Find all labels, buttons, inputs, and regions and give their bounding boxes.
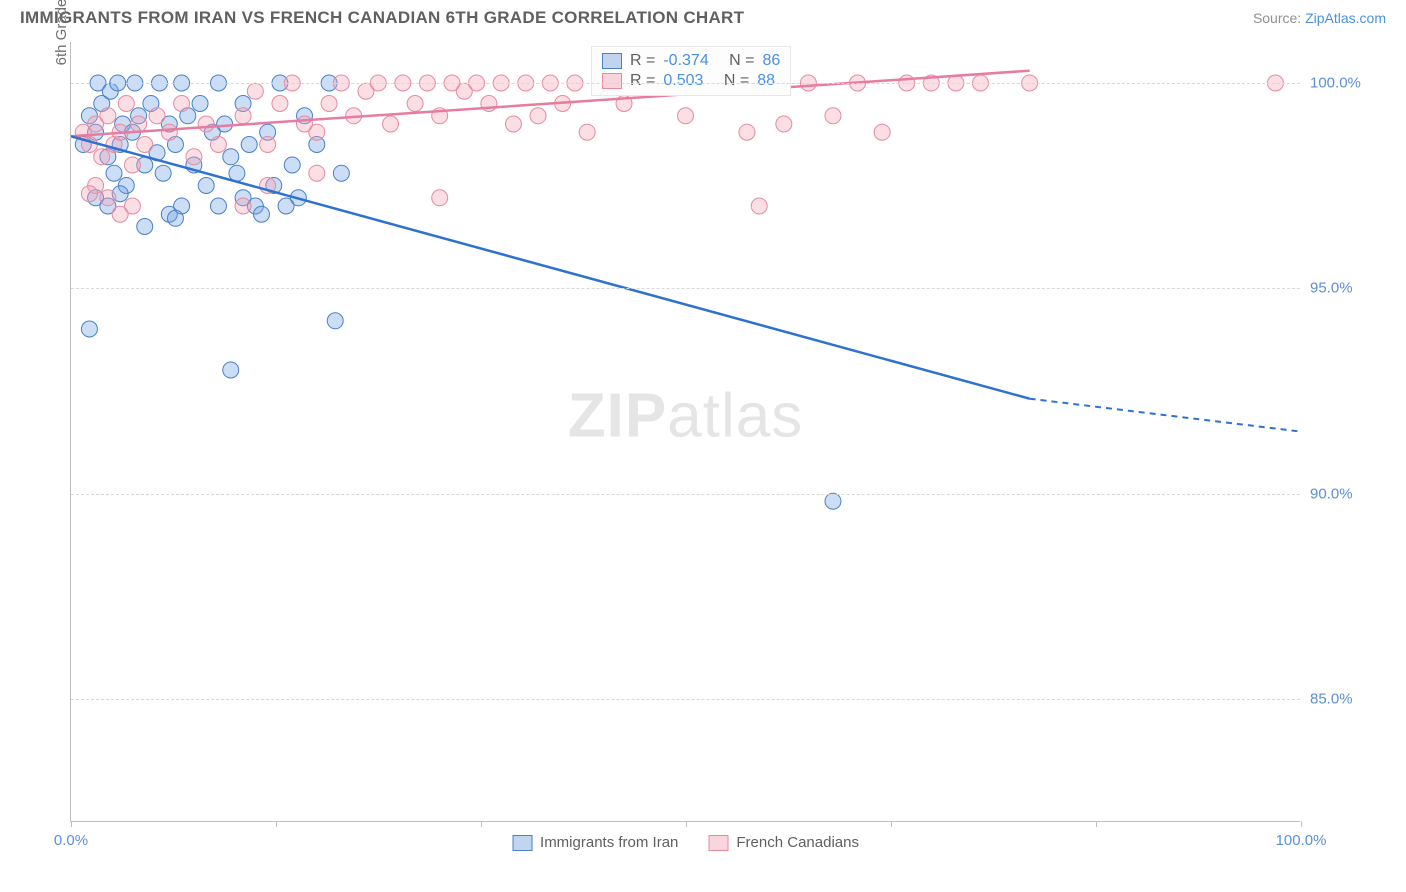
ytick-label: 85.0%	[1310, 690, 1385, 707]
xtick	[686, 821, 687, 827]
correlation-legend: R = -0.374 N = 86 R = 0.503 N = 88	[591, 46, 791, 96]
plot-area: ZIPatlas R = -0.374 N = 86 R = 0.503 N =…	[70, 42, 1300, 822]
r-value-pink: 0.503	[663, 72, 703, 90]
scatter-svg	[71, 42, 1300, 821]
legend-row-pink: R = 0.503 N = 88	[602, 71, 780, 91]
xtick-label: 100.0%	[1276, 832, 1327, 849]
swatch-pink-icon	[602, 73, 622, 89]
n-value-pink: 88	[757, 72, 775, 90]
r-value-blue: -0.374	[663, 52, 708, 70]
ytick-label: 90.0%	[1310, 485, 1385, 502]
gridline	[71, 83, 1300, 84]
xtick-label: 0.0%	[54, 832, 88, 849]
xtick	[1096, 821, 1097, 827]
series-legend: Immigrants from Iran French Canadians	[512, 834, 859, 851]
ytick-label: 95.0%	[1310, 280, 1385, 297]
header: IMMIGRANTS FROM IRAN VS FRENCH CANADIAN …	[0, 0, 1406, 32]
xtick	[276, 821, 277, 827]
legend-item-pink: French Canadians	[708, 834, 859, 851]
gridline	[71, 494, 1300, 495]
legend-row-blue: R = -0.374 N = 86	[602, 51, 780, 71]
y-axis-label: 6th Grade	[53, 0, 70, 65]
source-attribution: Source: ZipAtlas.com	[1253, 10, 1386, 26]
xtick	[1301, 821, 1302, 827]
swatch-blue-icon	[512, 835, 532, 851]
gridline	[71, 288, 1300, 289]
source-link[interactable]: ZipAtlas.com	[1305, 10, 1386, 26]
gridline	[71, 699, 1300, 700]
swatch-blue-icon	[602, 53, 622, 69]
xtick	[481, 821, 482, 827]
n-value-blue: 86	[763, 52, 781, 70]
swatch-pink-icon	[708, 835, 728, 851]
ytick-label: 100.0%	[1310, 75, 1385, 92]
xtick	[71, 821, 72, 827]
watermark: ZIPatlas	[568, 380, 803, 451]
chart-title: IMMIGRANTS FROM IRAN VS FRENCH CANADIAN …	[20, 8, 744, 28]
legend-item-blue: Immigrants from Iran	[512, 834, 678, 851]
xtick	[891, 821, 892, 827]
